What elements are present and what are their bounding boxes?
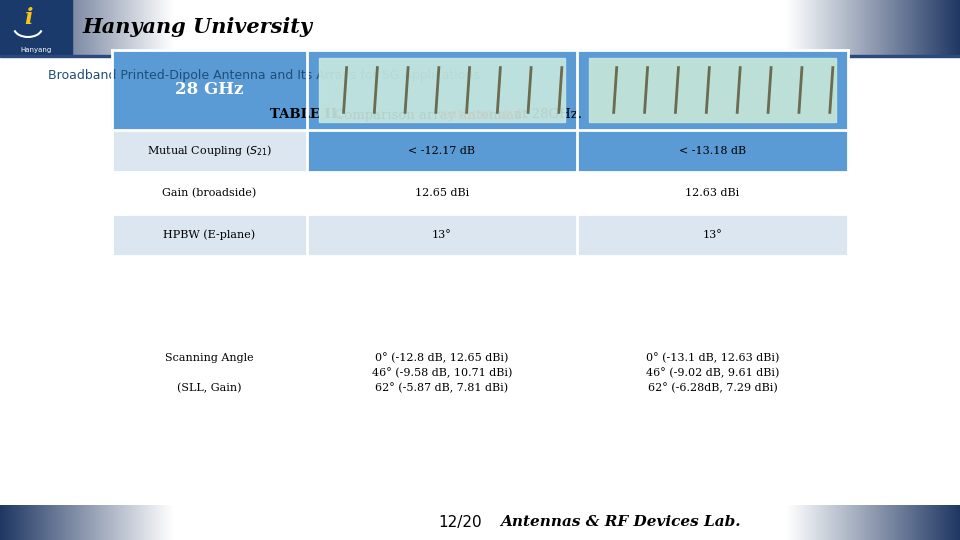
Text: 0° (-13.1 dB, 12.63 dBi)
46° (-9.02 dB, 9.61 dBi)
62° (-6.28dB, 7.29 dBi): 0° (-13.1 dB, 12.63 dBi) 46° (-9.02 dB, … <box>646 353 780 393</box>
Text: Antennas & RF Devices Lab.: Antennas & RF Devices Lab. <box>500 516 740 530</box>
Bar <box>307 256 577 490</box>
Text: < -13.18 dB: < -13.18 dB <box>679 146 746 156</box>
Text: Gain (broadside): Gain (broadside) <box>162 188 256 198</box>
Bar <box>577 50 848 130</box>
Bar <box>577 130 848 172</box>
Text: 13°: 13° <box>703 230 722 240</box>
Text: 12.63 dBi: 12.63 dBi <box>685 188 739 198</box>
Text: without stub: without stub <box>442 109 526 122</box>
Text: Broadband Printed-Dipole Antenna and Its Arrays for 5G Applications: Broadband Printed-Dipole Antenna and Its… <box>48 69 480 82</box>
Text: HPBW (E-plane): HPBW (E-plane) <box>163 230 255 240</box>
Text: Scanning Angle

(SLL, Gain): Scanning Angle (SLL, Gain) <box>165 353 253 393</box>
Bar <box>307 130 577 172</box>
Text: Hanyang University: Hanyang University <box>82 17 312 37</box>
Text: Comparison array antennas: Comparison array antennas <box>330 109 525 122</box>
Bar <box>112 130 307 172</box>
Bar <box>577 172 848 214</box>
Bar <box>307 50 577 130</box>
Bar <box>0 55 960 57</box>
Text: 0° (-12.8 dB, 12.65 dBi)
46° (-9.58 dB, 10.71 dBi)
62° (-5.87 dB, 7.81 dBi): 0° (-12.8 dB, 12.65 dBi) 46° (-9.58 dB, … <box>372 353 513 393</box>
Bar <box>112 214 307 256</box>
Bar <box>112 172 307 214</box>
Text: TABLE II.: TABLE II. <box>270 109 342 122</box>
Text: 13°: 13° <box>432 230 452 240</box>
Bar <box>307 214 577 256</box>
Text: 12.65 dBi: 12.65 dBi <box>415 188 469 198</box>
Bar <box>112 256 307 490</box>
Text: i: i <box>24 7 33 29</box>
Text: at 28GHz.: at 28GHz. <box>510 109 582 122</box>
Text: 28 GHz: 28 GHz <box>176 82 244 98</box>
Bar <box>577 256 848 490</box>
Bar <box>307 172 577 214</box>
Text: Hanyang: Hanyang <box>20 47 52 53</box>
Bar <box>112 50 307 130</box>
Bar <box>0 0 72 55</box>
Bar <box>319 58 565 122</box>
Text: Mutual Coupling ($S_{21}$): Mutual Coupling ($S_{21}$) <box>147 144 273 159</box>
Bar <box>589 58 836 122</box>
Text: 12/20: 12/20 <box>438 515 482 530</box>
Text: < -12.17 dB: < -12.17 dB <box>409 146 475 156</box>
Bar <box>577 214 848 256</box>
